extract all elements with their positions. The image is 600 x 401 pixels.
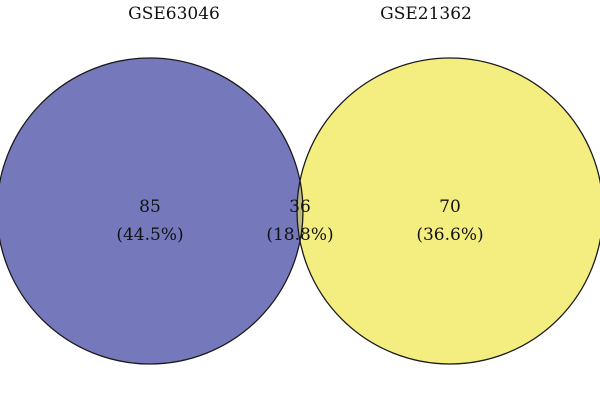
left-set-circle [0,58,303,364]
right-set-outline [296,57,600,365]
left-set-label: GSE63046 [128,4,220,24]
right-only-percent: (36.6%) [416,225,483,245]
intersection-count: 36 [289,197,311,217]
right-set-label: GSE21362 [380,4,472,24]
left-only-count: 85 [139,197,161,217]
left-set-outline [0,57,304,365]
right-only-count: 70 [439,197,461,217]
right-set-circle [297,58,600,364]
intersection-percent: (18.8%) [266,225,333,245]
left-only-percent: (44.5%) [116,225,183,245]
